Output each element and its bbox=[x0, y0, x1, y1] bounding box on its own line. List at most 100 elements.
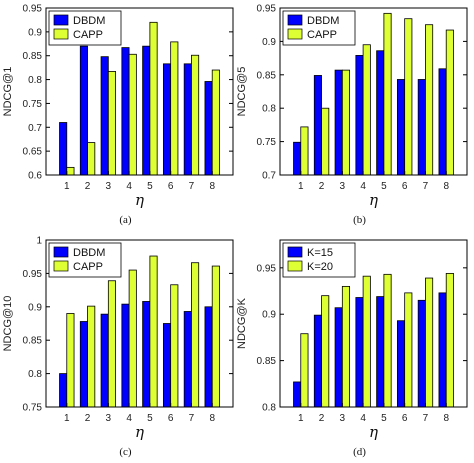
x-tick-label: 5 bbox=[147, 181, 153, 192]
bar-capp-2 bbox=[87, 305, 96, 408]
x-tick-label: 6 bbox=[168, 413, 174, 424]
x-tick-label: 6 bbox=[402, 413, 408, 424]
bar-dbdm-6 bbox=[396, 79, 406, 176]
bar-k-15-7 bbox=[417, 299, 426, 408]
x-tick-label: 4 bbox=[126, 413, 132, 424]
axes-frame bbox=[45, 239, 234, 408]
chart-panel-4: 0.8 0.85 0.9 0.95 1 2 3 4 5 6 7 8 η NDCG@K (d) K=15 K=20 bbox=[236, 239, 468, 458]
y-tick-label: 0.75 bbox=[257, 137, 277, 148]
bar-k-20-3 bbox=[341, 285, 350, 408]
x-tick-label: 7 bbox=[423, 181, 429, 192]
x-tick-label: 1 bbox=[298, 413, 304, 424]
legend-swatch bbox=[53, 246, 69, 258]
x-tick-label: 3 bbox=[340, 413, 346, 424]
bar-capp-2 bbox=[87, 142, 96, 176]
legend-swatch bbox=[287, 28, 303, 40]
x-tick-label: 3 bbox=[106, 181, 112, 192]
bar-capp-3 bbox=[107, 280, 117, 408]
bar-dbdm-2 bbox=[313, 75, 322, 176]
bar-dbdm-1 bbox=[59, 122, 68, 176]
panel-caption: (a) bbox=[119, 214, 132, 226]
panel-caption: (c) bbox=[119, 446, 132, 458]
chart-panel-2: 0.7 0.75 0.8 0.85 0.9 0.95 1 2 3 4 5 6 7 8 η NDCG@5 (b) D… bbox=[236, 4, 468, 226]
y-tick-label: 0.85 bbox=[23, 51, 43, 62]
y-tick-label: 0.9 bbox=[262, 310, 276, 321]
y-tick-label: 0.75 bbox=[23, 99, 43, 110]
x-tick-label: 5 bbox=[147, 413, 153, 424]
x-tick-label: 8 bbox=[443, 181, 449, 192]
bar-capp-4 bbox=[128, 53, 137, 176]
y-tick-label: 0.85 bbox=[257, 356, 277, 367]
bar-dbdm-3 bbox=[100, 56, 109, 176]
bar-k-20-1 bbox=[300, 333, 309, 408]
bar-k-20-6 bbox=[404, 292, 413, 408]
bar-capp-8 bbox=[211, 265, 220, 408]
bar-capp-6 bbox=[404, 18, 413, 176]
x-tick-label: 8 bbox=[209, 413, 215, 424]
x-tick-label: 1 bbox=[64, 181, 70, 192]
x-tick-label: 3 bbox=[340, 181, 346, 192]
bar-capp-6 bbox=[170, 284, 179, 408]
legend-entry: DBDM bbox=[73, 15, 105, 27]
legend: DBDM CAPP bbox=[48, 10, 122, 46]
legend-swatch bbox=[287, 260, 303, 272]
y-tick-label: 0.65 bbox=[23, 147, 43, 158]
x-tick-label: 4 bbox=[360, 413, 366, 424]
y-tick-label: 0.95 bbox=[257, 263, 277, 274]
bar-dbdm-7 bbox=[183, 311, 192, 408]
bar-k-20-2 bbox=[321, 295, 330, 408]
legend: DBDM CAPP bbox=[48, 242, 122, 278]
legend: DBDM CAPP bbox=[282, 10, 356, 46]
x-tick-label: 7 bbox=[189, 181, 195, 192]
bar-dbdm-6 bbox=[162, 63, 172, 176]
x-tick-label: 7 bbox=[423, 413, 429, 424]
y-axis-label: NDCG@10 bbox=[2, 296, 14, 352]
x-tick-label: 1 bbox=[64, 413, 70, 424]
bar-capp-4 bbox=[362, 44, 371, 176]
y-tick-label: 0.9 bbox=[262, 37, 276, 48]
y-tick-label: 0.8 bbox=[28, 75, 42, 86]
bar-k-20-7 bbox=[425, 277, 434, 408]
chart-panel-3: 0.75 0.8 0.85 0.9 0.95 1 1 2 3 4 5 6 7 8 η NDCG@10 (c) DB… bbox=[2, 236, 234, 458]
axes-frame bbox=[279, 239, 468, 408]
bar-capp-1 bbox=[300, 126, 309, 176]
bar-k-15-1 bbox=[293, 381, 302, 408]
bar-dbdm-5 bbox=[142, 301, 151, 408]
y-tick-label: 0.75 bbox=[23, 403, 43, 414]
bar-capp-3 bbox=[341, 69, 350, 176]
x-tick-label: 5 bbox=[381, 413, 387, 424]
y-tick-label: 0.7 bbox=[28, 123, 42, 134]
bar-k-15-4 bbox=[355, 297, 364, 408]
bar-capp-5 bbox=[149, 21, 158, 176]
bar-k-20-4 bbox=[362, 275, 371, 408]
y-axis-label: NDCG@1 bbox=[2, 67, 14, 117]
y-tick-label: 0.85 bbox=[257, 70, 277, 81]
x-axis-label: η bbox=[369, 191, 378, 209]
x-tick-label: 8 bbox=[443, 413, 449, 424]
bar-capp-1 bbox=[66, 313, 75, 408]
x-tick-label: 5 bbox=[381, 181, 387, 192]
bar-dbdm-3 bbox=[100, 313, 109, 408]
bar-capp-8 bbox=[445, 29, 454, 176]
bar-capp-8 bbox=[211, 69, 220, 176]
axes-frame bbox=[279, 7, 468, 176]
bar-dbdm-4 bbox=[121, 303, 130, 408]
bar-dbdm-5 bbox=[142, 45, 151, 176]
bar-dbdm-4 bbox=[355, 55, 364, 176]
bar-k-15-8 bbox=[438, 292, 447, 408]
legend: K=15 K=20 bbox=[282, 242, 356, 278]
y-axis-label: NDCG@K bbox=[236, 297, 248, 349]
bar-dbdm-7 bbox=[417, 79, 426, 176]
bar-capp-5 bbox=[149, 255, 158, 408]
x-tick-label: 2 bbox=[319, 181, 325, 192]
y-tick-label: 0.8 bbox=[262, 403, 276, 414]
bar-dbdm-8 bbox=[204, 81, 213, 176]
legend-entry: DBDM bbox=[73, 247, 105, 259]
x-tick-label: 6 bbox=[168, 181, 174, 192]
x-tick-label: 1 bbox=[298, 181, 304, 192]
bar-dbdm-3 bbox=[334, 69, 343, 176]
panel-caption: (d) bbox=[353, 446, 366, 458]
y-tick-label: 0.85 bbox=[23, 336, 43, 347]
y-tick-label: 0.6 bbox=[28, 171, 42, 182]
